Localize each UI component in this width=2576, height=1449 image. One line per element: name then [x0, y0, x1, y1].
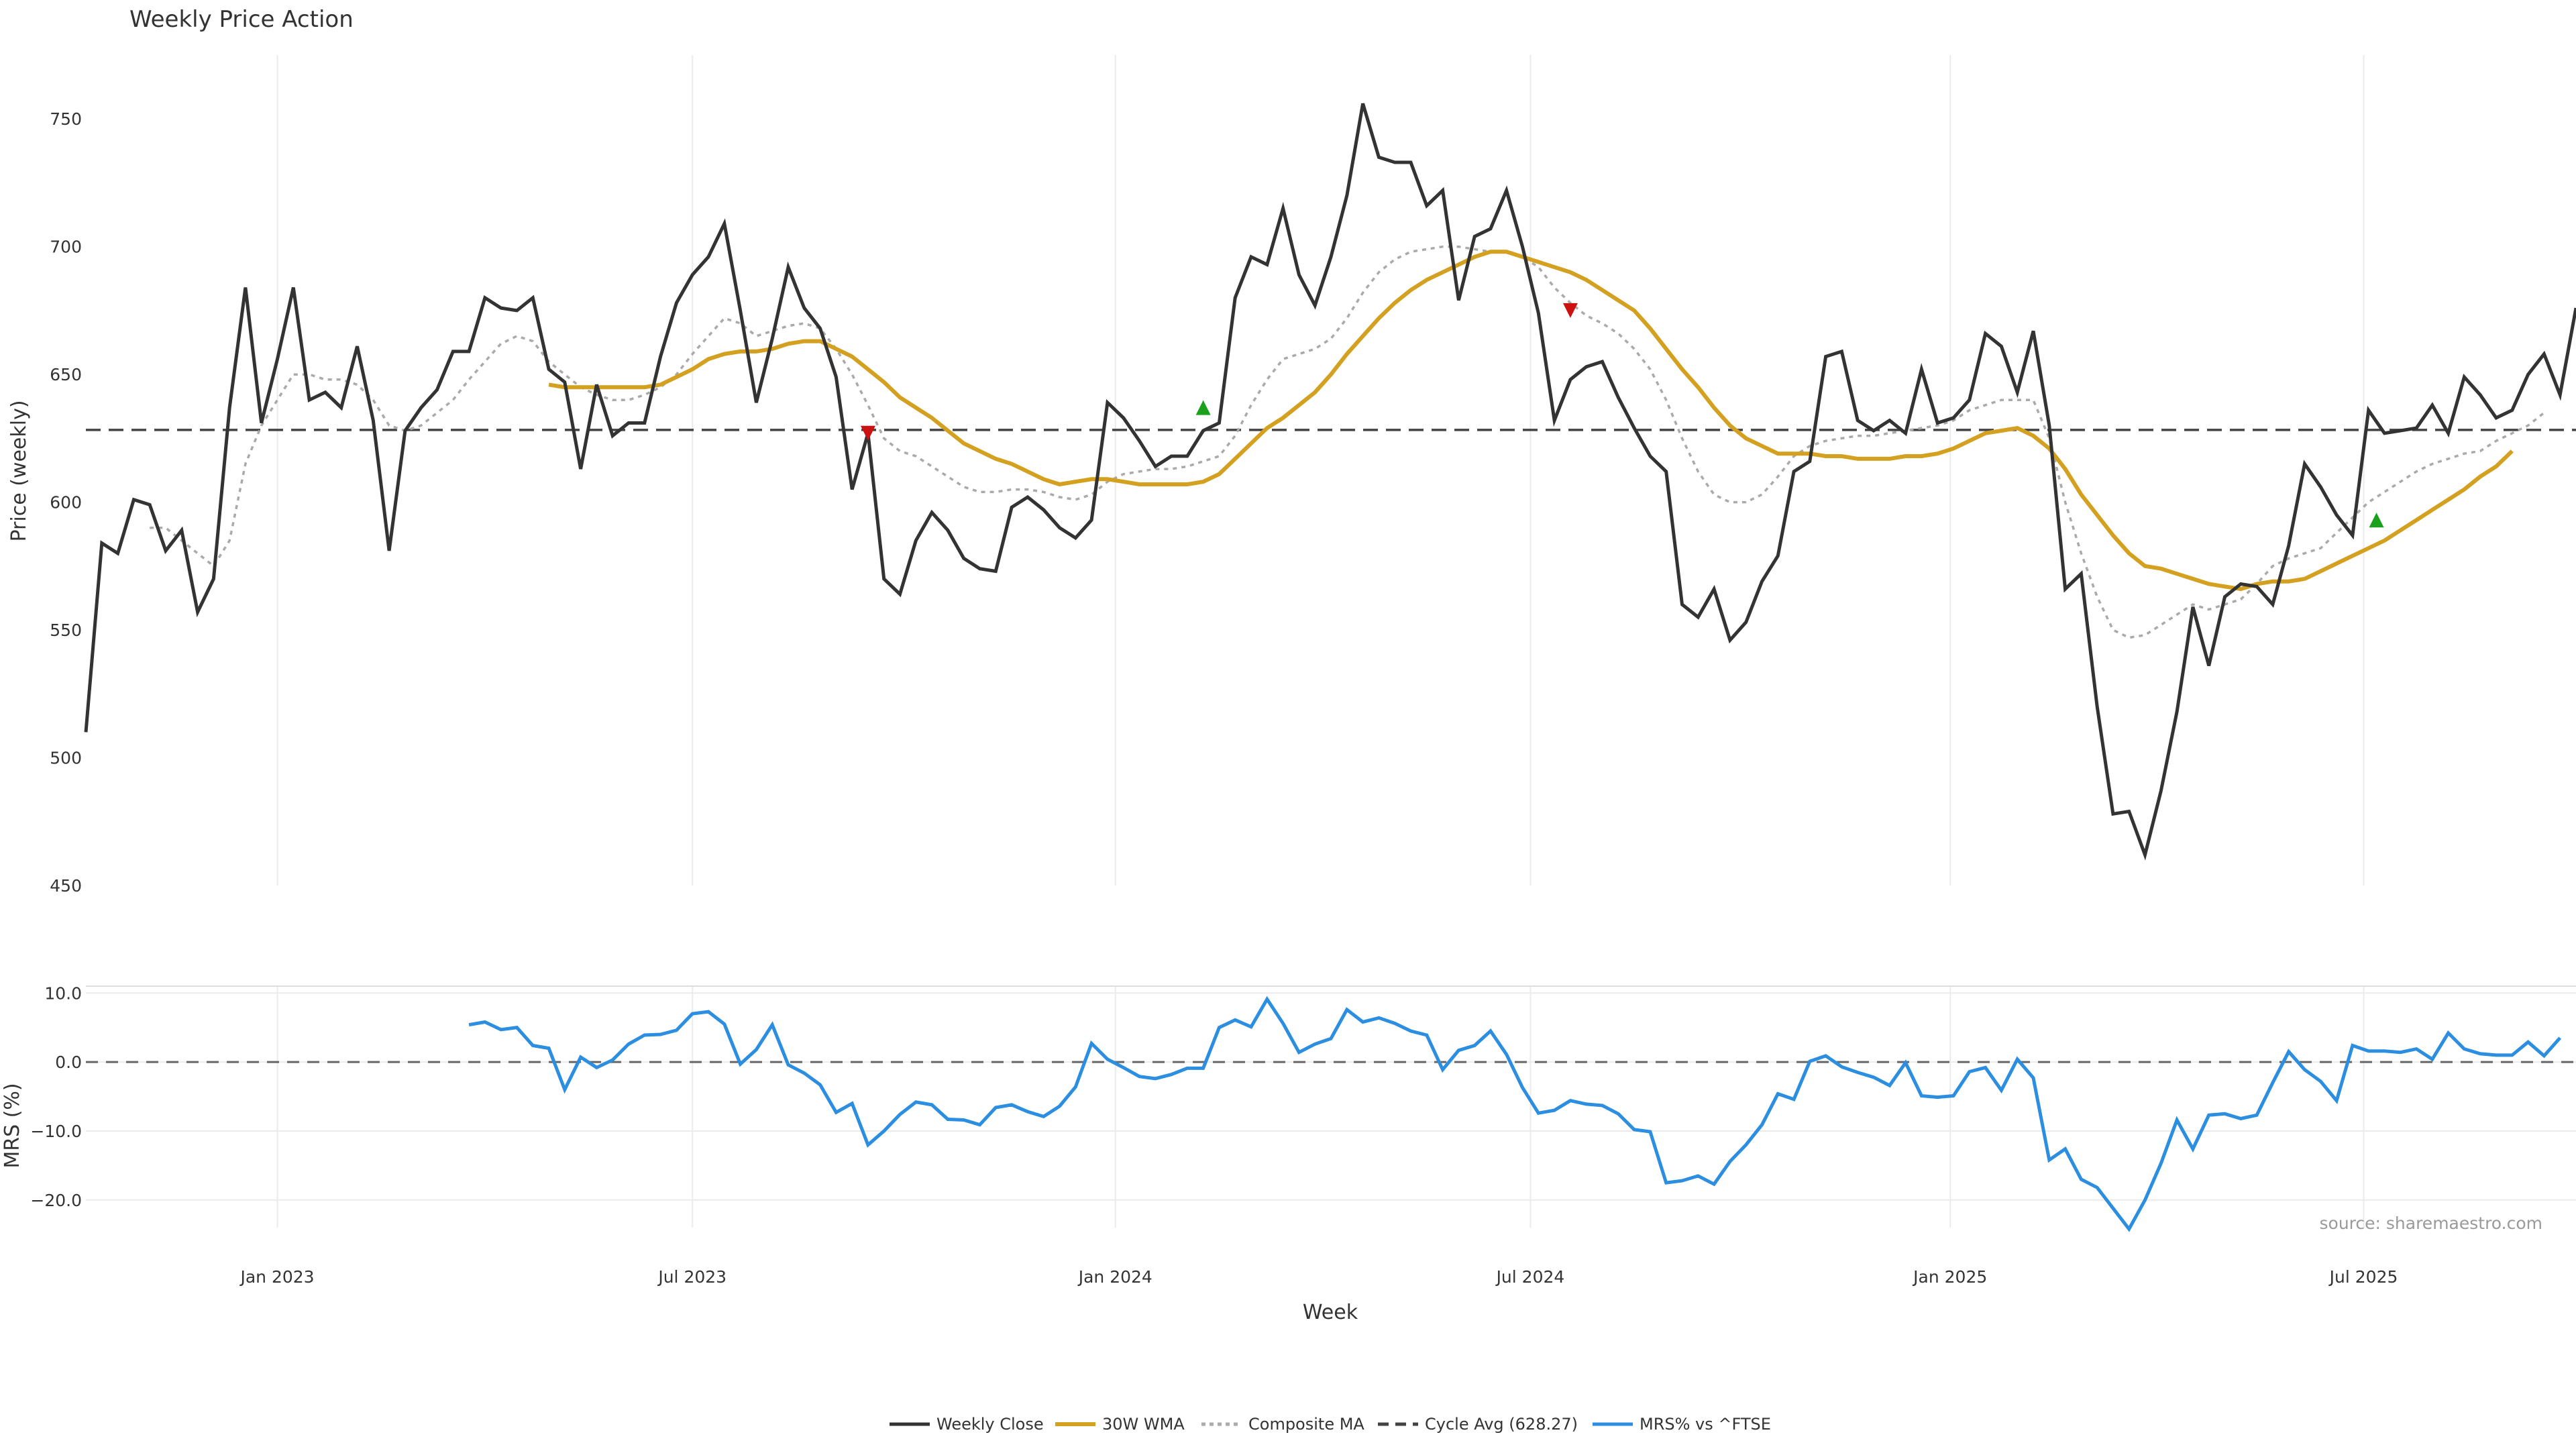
signal-markers — [860, 303, 2384, 528]
legend-label: 30W WMA — [1102, 1415, 1185, 1434]
sell-signal-marker — [860, 425, 875, 441]
mrs-y-tick-label: 10.0 — [44, 983, 82, 1003]
price-y-tick-label: 600 — [50, 493, 82, 513]
weekly-close-line — [84, 103, 2576, 861]
price-y-tick-label: 550 — [50, 621, 82, 640]
legend-label: Cycle Avg (628.27) — [1425, 1415, 1578, 1434]
price-grid — [276, 55, 2365, 885]
legend-item: Composite MA — [1201, 1415, 1364, 1434]
x-axis-label: Week — [1303, 1301, 1358, 1324]
mrs-line — [468, 996, 2562, 1232]
legend-label: Weekly Close — [936, 1415, 1044, 1434]
price-y-tick-label: 650 — [50, 365, 82, 384]
mrs-grid — [86, 985, 2576, 1228]
price-y-ticks: 450 500 550 600 650 700 750 — [50, 109, 82, 896]
legend-item: Cycle Avg (628.27) — [1378, 1415, 1578, 1434]
x-tick-label: Jul 2025 — [2328, 1267, 2398, 1287]
mrs-y-tick-label: 0.0 — [55, 1053, 82, 1072]
x-tick-label: Jul 2024 — [1495, 1267, 1565, 1287]
mrs-y-tick-label: −10.0 — [30, 1122, 82, 1141]
x-tick-label: Jul 2023 — [657, 1267, 727, 1287]
legend-item: MRS% vs ^FTSE — [1593, 1415, 1771, 1434]
mrs-y-tick-label: −20.0 — [30, 1191, 82, 1210]
wma-30-line — [548, 250, 2514, 592]
mrs-y-ticks: 10.0 0.0 −10.0 −20.0 — [30, 983, 82, 1210]
legend-item: 30W WMA — [1055, 1415, 1185, 1434]
x-tick-label: Jan 2024 — [1077, 1267, 1152, 1287]
x-ticks: Jan 2023 Jul 2023 Jan 2024 Jul 2024 Jan 2025… — [239, 1267, 2398, 1287]
legend-item: Weekly Close — [890, 1415, 1044, 1434]
buy-signal-marker — [2369, 513, 2384, 528]
price-y-tick-label: 700 — [50, 237, 82, 257]
sell-signal-marker — [1562, 303, 1578, 318]
legend-label: MRS% vs ^FTSE — [1640, 1415, 1771, 1434]
price-y-tick-label: 450 — [50, 876, 82, 896]
x-tick-label: Jan 2023 — [239, 1267, 314, 1287]
chart-title: Weekly Price Action — [129, 6, 354, 33]
price-y-tick-label: 500 — [50, 749, 82, 768]
price-y-tick-label: 750 — [50, 109, 82, 129]
mrs-y-axis-label: MRS (%) — [1, 1083, 24, 1168]
x-tick-label: Jan 2025 — [1912, 1267, 1987, 1287]
price-y-axis-label: Price (weekly) — [7, 400, 31, 541]
source-note: source: sharemaestro.com — [2320, 1214, 2543, 1233]
legend: Weekly Close 30W WMA Composite MA Cycle Avg… — [890, 1415, 1771, 1434]
buy-signal-marker — [1195, 400, 1211, 415]
legend-label: Composite MA — [1248, 1415, 1364, 1434]
composite-ma-line — [150, 245, 2545, 639]
